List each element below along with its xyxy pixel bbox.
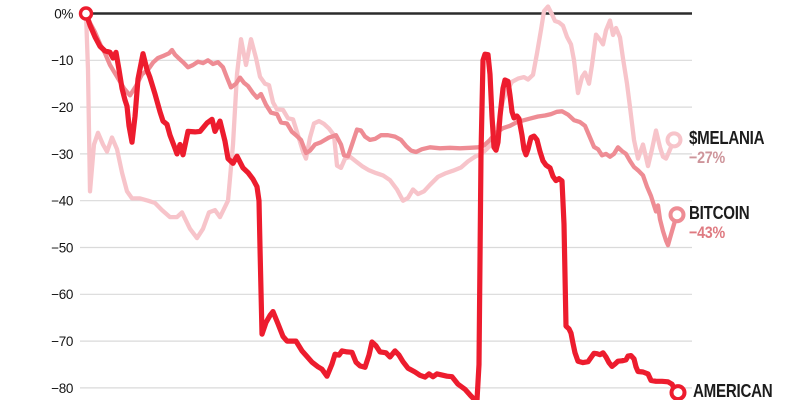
series-line-bitcoin xyxy=(83,11,680,248)
series-label-american: AMERICAN xyxy=(693,381,788,400)
y-tick-label: −10 xyxy=(51,53,73,68)
series-label-melania: $MELANIA −27% xyxy=(689,128,779,167)
end-marker-melania xyxy=(665,131,683,149)
y-tick-label: −50 xyxy=(51,240,73,255)
end-marker-american xyxy=(669,384,687,400)
y-tick-label: −80 xyxy=(51,381,73,396)
series-value-melania: −27% xyxy=(689,147,725,167)
end-marker-bitcoin xyxy=(668,206,686,224)
series-label-bitcoin: BITCOIN −43% xyxy=(689,203,761,242)
start-marker xyxy=(78,6,94,21)
series-name-melania: $MELANIA xyxy=(689,127,765,148)
y-tick-label: −20 xyxy=(51,100,73,115)
series-value-bitcoin: −43% xyxy=(689,222,725,242)
y-tick-label: 0% xyxy=(54,6,73,21)
series-line-melania xyxy=(83,4,677,241)
y-tick-label: −70 xyxy=(51,334,73,349)
series-line-american xyxy=(83,10,681,400)
y-tick-label: −30 xyxy=(51,147,73,162)
series-name-american: AMERICAN xyxy=(693,380,773,400)
y-tick-label: −40 xyxy=(51,194,73,209)
y-tick-label: −60 xyxy=(51,287,73,302)
series-name-bitcoin: BITCOIN xyxy=(689,202,750,223)
